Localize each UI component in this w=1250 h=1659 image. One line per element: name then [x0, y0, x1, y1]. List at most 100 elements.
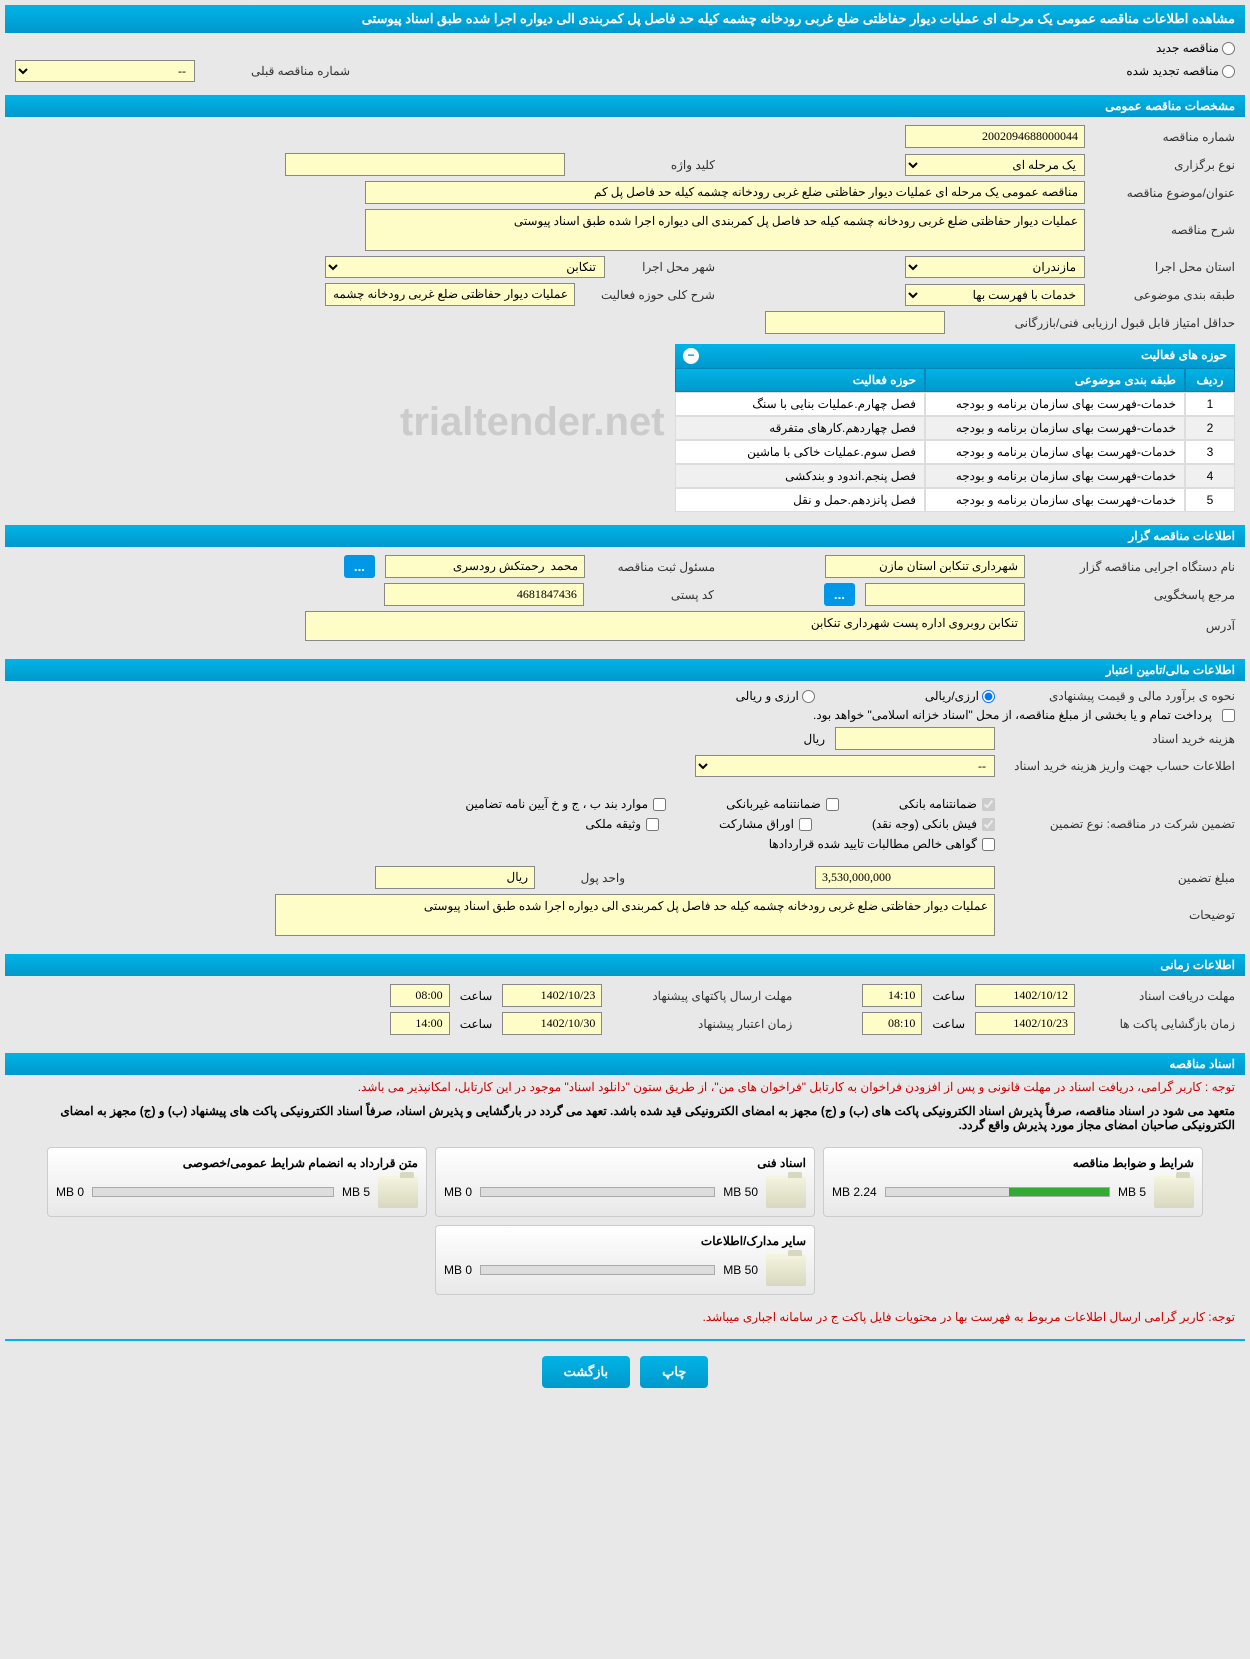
exec-province-select[interactable]: مازندران	[905, 256, 1085, 278]
address-textarea[interactable]: تنکابن روبروی اداره پست شهرداری تنکابن	[305, 611, 1025, 641]
category-label: طبقه بندی موضوعی	[1095, 288, 1235, 302]
send-time[interactable]	[390, 984, 450, 1007]
file-total: 5 MB	[342, 1185, 370, 1199]
unit-label: واحد پول	[545, 871, 625, 885]
activity-desc-label: شرح کلی حوزه فعالیت	[585, 288, 715, 302]
tender-number: 2002094688000044	[905, 125, 1085, 148]
file-used: 0 MB	[444, 1185, 472, 1199]
category-select[interactable]: خدمات با فهرست بها	[905, 284, 1085, 306]
cb-property[interactable]	[646, 818, 659, 831]
org-name-input[interactable]	[825, 555, 1025, 578]
file-box: سایر مدارک/اطلاعات 50 MB 0 MB	[435, 1225, 815, 1295]
amount-input[interactable]	[815, 866, 995, 889]
responder-more-btn[interactable]: ...	[824, 583, 855, 606]
doc-note-2: متعهد می شود در اسناد مناقصه، صرفاً پذیر…	[5, 1099, 1245, 1137]
print-button[interactable]: چاپ	[640, 1356, 708, 1388]
row-num: 5	[1185, 488, 1235, 512]
file-title: شرایط و ضوابط مناقصه	[832, 1156, 1194, 1170]
row-category: خدمات-فهرست بهای سازمان برنامه و بودجه	[925, 464, 1185, 488]
radio-renewed-tender[interactable]	[1222, 65, 1235, 78]
folder-icon[interactable]	[1154, 1176, 1194, 1208]
file-box: اسناد فنی 50 MB 0 MB	[435, 1147, 815, 1217]
postal-label: کد پستی	[594, 588, 714, 602]
open-label: زمان بازگشایی پاکت ها	[1085, 1017, 1235, 1031]
cb-bond-label: موارد بند ب ، ج و خ آیین نامه تضامین	[465, 797, 648, 811]
postal-input[interactable]	[384, 583, 584, 606]
open-date[interactable]	[975, 1012, 1075, 1035]
cb-shares[interactable]	[799, 818, 812, 831]
org-name-label: نام دستگاه اجرایی مناقصه گزار	[1035, 560, 1235, 574]
tender-number-label: شماره مناقصه	[1095, 130, 1235, 144]
holding-type-label: نوع برگزاری	[1095, 158, 1235, 172]
validity-date[interactable]	[502, 1012, 602, 1035]
activity-desc-input[interactable]	[325, 283, 575, 306]
keyword-input[interactable]	[285, 153, 565, 176]
cb-cash[interactable]	[982, 818, 995, 831]
radio-currency-label: ارزی و ریالی	[736, 689, 799, 703]
section-financial-header: اطلاعات مالی/تامین اعتبار	[5, 659, 1245, 681]
estimate-label: نحوه ی برآورد مالی و قیمت پیشنهادی	[1005, 689, 1235, 703]
row-activity: فصل چهارم.عملیات بنایی با سنگ	[675, 392, 925, 416]
file-total: 50 MB	[723, 1185, 758, 1199]
prev-tender-label: شماره مناقصه قبلی	[210, 64, 350, 78]
receive-deadline-label: مهلت دریافت اسناد	[1085, 989, 1235, 1003]
notes-textarea[interactable]: عملیات دیوار حفاظتی ضلع غربی رودخانه چشم…	[275, 894, 995, 936]
table-row: 1 خدمات-فهرست بهای سازمان برنامه و بودجه…	[675, 392, 1235, 416]
table-row: 5 خدمات-فهرست بهای سازمان برنامه و بودجه…	[675, 488, 1235, 512]
account-select[interactable]: --	[695, 755, 995, 777]
responder-input[interactable]	[865, 583, 1025, 606]
cb-nonbank[interactable]	[826, 798, 839, 811]
prev-tender-select[interactable]: --	[15, 60, 195, 82]
cb-cert[interactable]	[982, 838, 995, 851]
col-num-header: ردیف	[1185, 368, 1235, 392]
col-cat-header: طبقه بندی موضوعی	[925, 368, 1185, 392]
cb-bank[interactable]	[982, 798, 995, 811]
cb-bank-label: ضمانتنامه بانکی	[899, 797, 977, 811]
description-textarea[interactable]: عملیات دیوار حفاظتی ضلع غربی رودخانه چشم…	[365, 209, 1085, 251]
registrar-more-btn[interactable]: ...	[344, 555, 375, 578]
row-category: خدمات-فهرست بهای سازمان برنامه و بودجه	[925, 416, 1185, 440]
cb-shares-label: اوراق مشارکت	[719, 817, 794, 831]
collapse-icon[interactable]: −	[683, 348, 699, 364]
send-date[interactable]	[502, 984, 602, 1007]
cb-bond[interactable]	[653, 798, 666, 811]
unit-input[interactable]	[375, 866, 535, 889]
registrar-input[interactable]	[385, 555, 585, 578]
receive-time[interactable]	[862, 984, 922, 1007]
radio-rial-label: ارزی/ریالی	[925, 689, 979, 703]
row-category: خدمات-فهرست بهای سازمان برنامه و بودجه	[925, 392, 1185, 416]
radio-rial[interactable]	[982, 690, 995, 703]
subject-label: عنوان/موضوع مناقصه	[1095, 186, 1235, 200]
time-label-3: ساعت	[932, 1017, 965, 1031]
cb-property-label: وثیقه ملکی	[585, 817, 641, 831]
table-row: 3 خدمات-فهرست بهای سازمان برنامه و بودجه…	[675, 440, 1235, 464]
exec-city-select[interactable]: تنکابن	[325, 256, 605, 278]
back-button[interactable]: بازگشت	[542, 1356, 630, 1388]
row-num: 1	[1185, 392, 1235, 416]
folder-icon[interactable]	[766, 1254, 806, 1286]
open-time[interactable]	[862, 1012, 922, 1035]
doc-cost-input[interactable]	[835, 727, 995, 750]
cb-nonbank-label: ضمانتنامه غیربانکی	[726, 797, 821, 811]
progress-bar	[92, 1187, 334, 1197]
section-timing-header: اطلاعات زمانی	[5, 954, 1245, 976]
description-label: شرح مناقصه	[1095, 223, 1235, 237]
notes-label: توضیحات	[1005, 908, 1235, 922]
radio-currency[interactable]	[802, 690, 815, 703]
holding-type-select[interactable]: یک مرحله ای	[905, 154, 1085, 176]
row-num: 4	[1185, 464, 1235, 488]
min-score-input[interactable]	[765, 311, 945, 334]
folder-icon[interactable]	[766, 1176, 806, 1208]
folder-icon[interactable]	[378, 1176, 418, 1208]
radio-new-tender[interactable]	[1222, 42, 1235, 55]
validity-time[interactable]	[390, 1012, 450, 1035]
receive-date[interactable]	[975, 984, 1075, 1007]
file-used: 0 MB	[444, 1263, 472, 1277]
file-title: سایر مدارک/اطلاعات	[444, 1234, 806, 1248]
file-title: متن قرارداد به انضمام شرایط عمومی/خصوصی	[56, 1156, 418, 1170]
section-organizer-header: اطلاعات مناقصه گزار	[5, 525, 1245, 547]
treasury-checkbox[interactable]	[1222, 709, 1235, 722]
doc-note-3: توجه: کاربر گرامی ارسال اطلاعات مربوط به…	[5, 1305, 1245, 1329]
page-title: مشاهده اطلاعات مناقصه عمومی یک مرحله ای …	[5, 5, 1245, 33]
subject-input[interactable]	[365, 181, 1085, 204]
